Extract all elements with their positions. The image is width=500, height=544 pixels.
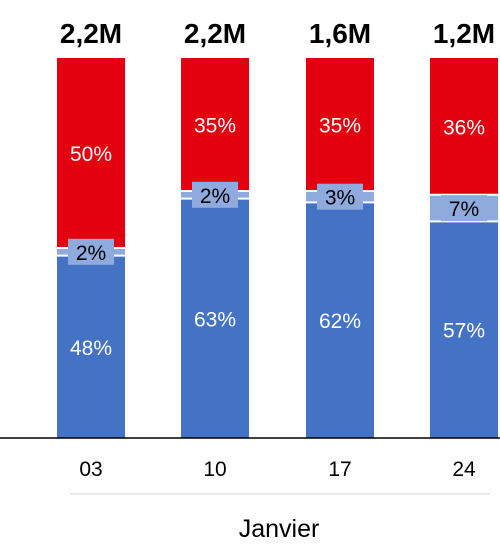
data-label-1: 2% <box>200 185 230 208</box>
bar-segment-2 <box>181 58 249 191</box>
data-label-box-1 <box>441 195 487 222</box>
data-label-0: 62% <box>319 310 361 333</box>
x-tick-label: 10 <box>203 458 226 481</box>
bar-total-label: 1,6M <box>309 18 371 49</box>
bar-segment-2 <box>430 58 498 195</box>
data-label-1: 7% <box>449 198 479 221</box>
data-label-box-1 <box>68 238 114 265</box>
bar-segment-0 <box>57 255 125 438</box>
bar-total-label: 1,2M <box>433 18 495 49</box>
data-label-1: 2% <box>76 242 106 265</box>
x-tick-label: 03 <box>79 458 102 481</box>
data-label-2: 35% <box>194 115 236 138</box>
labels-layer: 2% 48% 50% 2,2M 03 2% 63% 35% 2,2M 10 3% 62% 35% 1,6M… <box>60 18 495 481</box>
data-label-1: 3% <box>325 187 355 210</box>
bar-total-label: 2,2M <box>184 18 246 49</box>
data-label-2: 36% <box>443 116 485 139</box>
data-label-box-1 <box>192 181 238 208</box>
data-label-0: 63% <box>194 308 236 331</box>
bar-segment-2 <box>57 58 125 248</box>
data-label-2: 35% <box>319 115 361 138</box>
bar-segment-0 <box>181 198 249 438</box>
data-label-2: 50% <box>70 143 112 166</box>
bar-total-label: 2,2M <box>60 18 122 49</box>
x-tick-label: 17 <box>328 458 351 481</box>
data-label-0: 48% <box>70 337 112 360</box>
bar-segment-0 <box>430 221 498 438</box>
bar-segment-2 <box>306 58 374 191</box>
bars-layer <box>57 58 498 438</box>
bar-segment-0 <box>306 202 374 438</box>
data-label-box-1 <box>317 183 363 210</box>
data-label-0: 57% <box>443 320 485 343</box>
x-axis-title: Janvier <box>239 515 320 543</box>
x-tick-label: 24 <box>452 458 476 481</box>
